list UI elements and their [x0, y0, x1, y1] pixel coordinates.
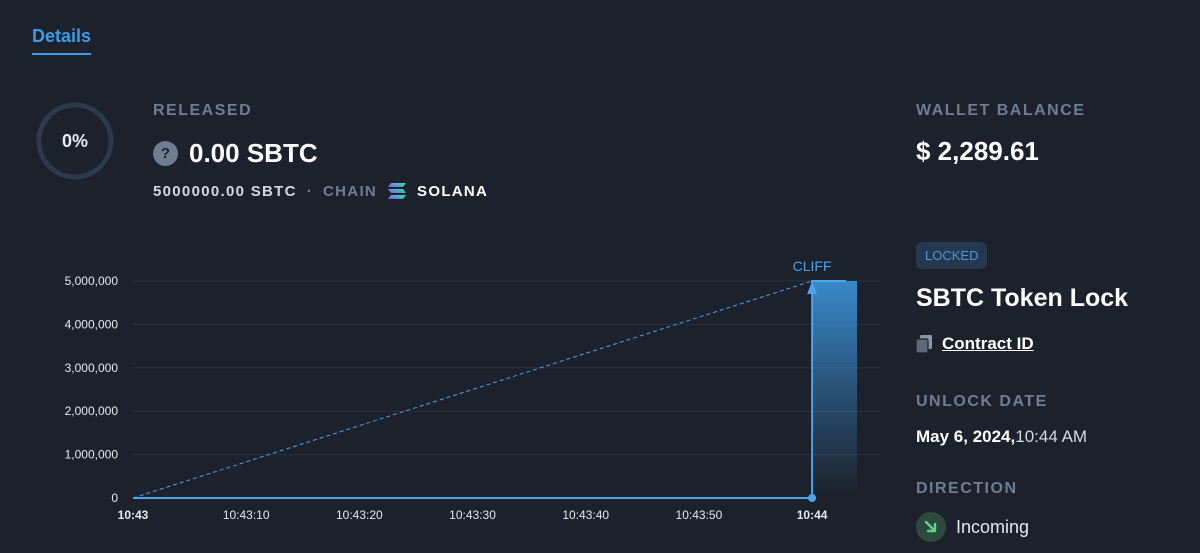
- lock-title: SBTC Token Lock: [916, 284, 1129, 312]
- unlock-line: [133, 280, 847, 499]
- released-label: RELEASED: [153, 102, 253, 119]
- y-tick-label: 4,000,000: [65, 317, 119, 331]
- y-tick-label: 1,000,000: [65, 448, 119, 462]
- arrow-down-right-icon: [916, 512, 946, 542]
- wallet-balance-value: $ 2,289.61: [916, 136, 1039, 166]
- x-tick-label: 10:43:30: [449, 508, 496, 522]
- cliff-point: [808, 494, 817, 502]
- unlock-date: May 6, 2024,: [916, 427, 1016, 446]
- x-tick-label: 10:43:50: [676, 508, 723, 522]
- unlock-date-label: UNLOCK DATE: [916, 393, 1048, 410]
- total-amount: 5000000.00 SBTC: [153, 182, 297, 200]
- x-tick-label: 10:44: [797, 508, 828, 522]
- release-percent: 0%: [61, 131, 88, 151]
- question-circle-icon[interactable]: ?: [153, 141, 178, 166]
- x-tick-label: 10:43:40: [562, 508, 609, 522]
- y-tick-label: 5,000,000: [65, 274, 119, 288]
- cliff-annotation: CLIFF: [793, 258, 832, 274]
- release-progress-ring: [36, 102, 114, 180]
- y-tick-label: 2,000,000: [65, 404, 119, 418]
- y-tick-label: 0: [111, 491, 118, 505]
- contract-id-link[interactable]: Contract ID: [942, 334, 1034, 353]
- chain-name: SOLANA: [417, 182, 489, 200]
- contract-id-row[interactable]: Contract ID: [916, 334, 1034, 354]
- direction-value: Incoming: [956, 516, 1030, 537]
- tab-details[interactable]: Details: [32, 26, 92, 55]
- unlock-date-value: May 6, 2024,10:44 AM: [916, 427, 1087, 447]
- y-tick-label: 3,000,000: [65, 361, 119, 375]
- copy-icon[interactable]: [916, 335, 932, 353]
- direction-row: Incoming: [916, 512, 1029, 542]
- chain-label: CHAIN: [323, 182, 378, 200]
- released-amount: 0.00 SBTC: [189, 138, 318, 168]
- status-badge: LOCKED: [916, 242, 988, 269]
- linear-projection-line: [132, 280, 813, 499]
- wallet-balance-label: WALLET BALANCE: [916, 102, 1086, 119]
- meta-separator: ·: [306, 182, 314, 200]
- x-tick-label: 10:43:10: [223, 508, 270, 522]
- direction-label: DIRECTION: [916, 480, 1018, 497]
- cliff-area: [812, 281, 858, 498]
- token-meta-row: 5000000.00 SBTC · CHAIN SOLANA: [153, 182, 488, 200]
- x-tick-label: 10:43: [118, 508, 149, 522]
- vesting-chart: 0 1,000,000 2,000,000 3,000,000 4,000,000 5,0…: [65, 258, 880, 522]
- solana-icon: [388, 183, 407, 199]
- cliff-arrowhead: [807, 281, 818, 294]
- x-tick-label: 10:43:20: [336, 508, 383, 522]
- unlock-time: 10:44 AM: [1015, 427, 1088, 446]
- released-row: ? 0.00 SBTC: [153, 138, 318, 169]
